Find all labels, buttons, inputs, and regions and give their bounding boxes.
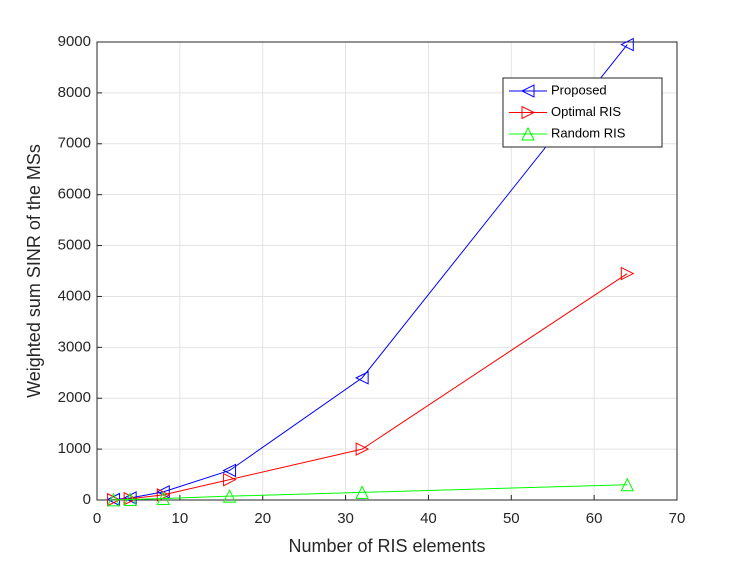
axes-box <box>96 41 678 501</box>
data-point <box>123 492 137 506</box>
x-tick-label: 30 <box>337 510 354 527</box>
x-tick-label: 60 <box>586 510 603 527</box>
data-point <box>223 472 237 487</box>
y-tick-label: 6000 <box>58 186 91 203</box>
legend-marker <box>521 126 535 141</box>
data-point <box>620 266 635 281</box>
y-tick-label: 7000 <box>58 135 91 152</box>
data-point <box>620 477 635 492</box>
y-tick-label: 5000 <box>58 237 91 254</box>
legend-marker <box>521 105 536 120</box>
x-tick-label: 70 <box>669 510 686 527</box>
x-axis-label: Number of RIS elements <box>288 536 485 556</box>
data-point <box>222 463 237 478</box>
data-point <box>222 489 237 503</box>
data-point <box>123 491 138 506</box>
legend-label: Random RIS <box>551 125 626 140</box>
y-tick-label: 4000 <box>58 287 91 304</box>
y-tick-label: 2000 <box>58 389 91 406</box>
data-point <box>355 371 369 385</box>
x-tick-label: 20 <box>254 510 271 527</box>
y-tick-label: 9000 <box>58 33 91 50</box>
data-point <box>156 491 171 505</box>
legend-marker <box>520 84 535 98</box>
x-tick-label: 40 <box>420 510 437 527</box>
data-point <box>355 485 369 499</box>
data-point <box>355 442 370 456</box>
x-tick-label: 0 <box>93 510 101 527</box>
x-tick-label: 50 <box>503 510 520 527</box>
legend-label: Optimal RIS <box>551 104 621 119</box>
x-tick-label: 10 <box>172 510 189 527</box>
y-tick-label: 0 <box>83 491 91 508</box>
y-tick-label: 1000 <box>58 440 91 457</box>
y-tick-label: 8000 <box>58 84 91 101</box>
y-axis-label: Weighted sum SINR of the MSs <box>24 144 44 398</box>
legend-label: Proposed <box>551 82 607 97</box>
y-tick-label: 3000 <box>58 338 91 355</box>
data-point <box>107 492 121 507</box>
data-point <box>106 492 121 507</box>
data-point <box>620 37 634 52</box>
